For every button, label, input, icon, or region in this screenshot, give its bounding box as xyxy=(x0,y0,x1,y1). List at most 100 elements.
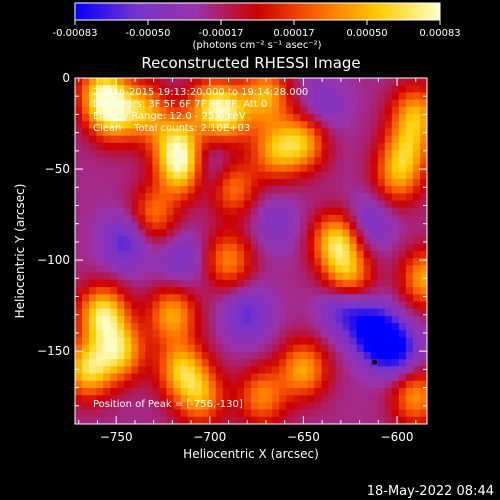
heatmap-cell xyxy=(286,294,294,303)
heatmap-cell xyxy=(152,186,161,194)
heatmap-cell xyxy=(187,106,196,115)
heatmap-cell xyxy=(243,135,252,144)
heatmap-cell xyxy=(384,279,393,288)
heatmap-cell xyxy=(384,315,393,324)
heatmap-cell xyxy=(89,164,97,173)
heatmap-cell xyxy=(89,330,97,339)
heatmap-cell xyxy=(222,265,231,274)
heatmap-cell xyxy=(412,315,421,324)
heatmap-cell xyxy=(75,200,83,209)
heatmap-cell xyxy=(215,359,224,367)
heatmap-cell xyxy=(300,243,308,252)
heatmap-cell xyxy=(300,171,308,180)
heatmap-cell xyxy=(286,142,294,151)
heatmap-cell xyxy=(96,178,104,187)
heatmap-cell xyxy=(208,301,217,310)
peak-marker xyxy=(372,359,378,365)
heatmap-cell xyxy=(117,315,125,324)
heatmap-cell xyxy=(398,272,407,281)
heatmap-cell xyxy=(342,114,351,122)
heatmap-cell xyxy=(117,229,125,238)
heatmap-cell xyxy=(314,171,322,180)
heatmap-cell xyxy=(265,121,273,130)
heatmap-cell xyxy=(117,121,125,130)
heatmap-cell xyxy=(335,78,344,86)
heatmap-cell xyxy=(180,272,189,281)
heatmap-cell xyxy=(258,121,266,130)
heatmap-cell xyxy=(103,92,111,101)
heatmap-cell xyxy=(398,193,407,202)
heatmap-cell xyxy=(279,287,287,295)
heatmap-cell xyxy=(398,222,407,230)
heatmap-cell xyxy=(166,344,175,353)
heatmap-cell xyxy=(293,308,301,317)
heatmap-cell xyxy=(265,150,273,158)
heatmap-cell xyxy=(293,287,301,295)
heatmap-cell xyxy=(236,142,245,151)
heatmap-cell xyxy=(173,323,182,331)
heatmap-cell xyxy=(201,99,210,108)
heatmap-cell xyxy=(363,416,372,424)
heatmap-cell xyxy=(328,164,337,173)
heatmap-cell xyxy=(166,416,175,424)
heatmap-cell xyxy=(215,106,224,115)
heatmap-cell xyxy=(272,243,280,252)
heatmap-cell xyxy=(412,157,421,166)
heatmap-cell xyxy=(356,337,365,346)
heatmap-cell xyxy=(272,258,280,267)
heatmap-cell xyxy=(166,330,175,339)
heatmap-cell xyxy=(103,351,111,360)
heatmap-cell xyxy=(370,207,379,216)
heatmap-cell xyxy=(124,344,132,353)
heatmap-cell xyxy=(110,222,118,230)
heatmap-cell xyxy=(243,236,252,245)
heatmap-cell xyxy=(307,359,315,367)
heatmap-cell xyxy=(124,402,132,411)
heatmap-cell xyxy=(159,308,168,317)
heatmap-cell xyxy=(293,330,301,339)
heatmap-cell xyxy=(96,171,104,180)
heatmap-cell xyxy=(243,279,252,288)
heatmap-cell xyxy=(384,222,393,230)
heatmap-cell xyxy=(342,193,351,202)
heatmap-cell xyxy=(124,207,132,216)
heatmap-cell xyxy=(194,416,203,424)
heatmap-cell xyxy=(321,121,330,130)
heatmap-cell xyxy=(89,150,97,158)
heatmap-cell xyxy=(75,287,83,295)
heatmap-cell xyxy=(243,251,252,259)
heatmap-cell xyxy=(321,330,330,339)
heatmap-cell xyxy=(321,229,330,238)
heatmap-cell xyxy=(243,373,252,382)
heatmap-cell xyxy=(342,287,351,295)
heatmap-cell xyxy=(356,416,365,424)
heatmap-cell xyxy=(356,373,365,382)
heatmap-cell xyxy=(180,344,189,353)
heatmap-cell xyxy=(377,106,386,115)
heatmap-cell xyxy=(405,92,414,101)
heatmap-cell xyxy=(159,114,168,122)
heatmap-cell xyxy=(138,366,146,375)
heatmap-cell xyxy=(307,387,315,396)
heatmap-cell xyxy=(258,366,266,375)
heatmap-cell xyxy=(124,106,132,115)
heatmap-cell xyxy=(117,186,125,194)
heatmap-cell xyxy=(363,142,372,151)
heatmap-cell xyxy=(356,308,365,317)
heatmap-cell xyxy=(201,265,210,274)
heatmap-cell xyxy=(272,150,280,158)
heatmap-cell xyxy=(110,351,118,360)
heatmap-cell xyxy=(314,229,322,238)
heatmap-cell xyxy=(307,193,315,202)
heatmap-cell xyxy=(300,301,308,310)
heatmap-cell xyxy=(243,85,252,94)
heatmap-cell xyxy=(251,373,259,382)
heatmap-cell xyxy=(314,294,322,303)
heatmap-cell xyxy=(412,171,421,180)
heatmap-cell xyxy=(321,337,330,346)
heatmap-cell xyxy=(349,114,358,122)
heatmap-cell xyxy=(279,387,287,396)
heatmap-cell xyxy=(391,207,400,216)
heatmap-cell xyxy=(349,157,358,166)
heatmap-cell xyxy=(173,200,182,209)
